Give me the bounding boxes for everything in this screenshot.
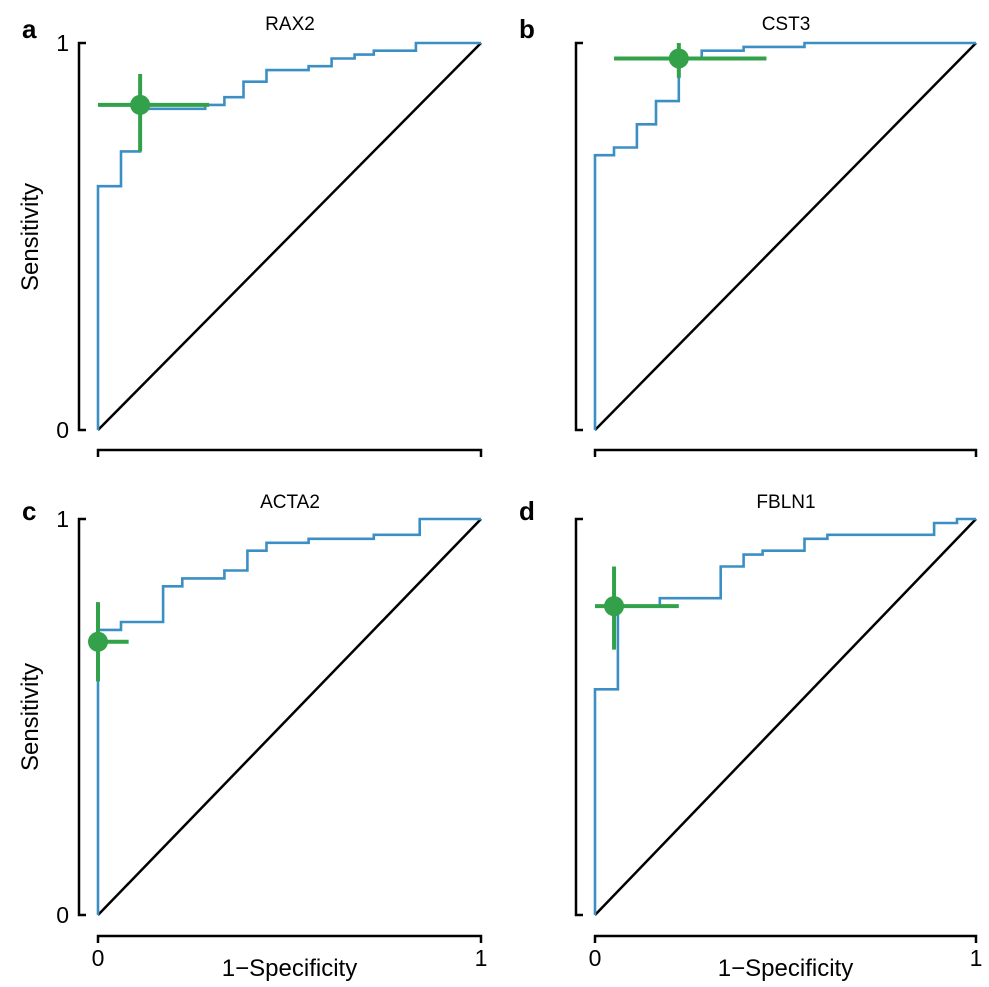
panel-a: a RAX2 0 1 Sensitivity <box>17 14 483 457</box>
panel-letter: a <box>22 14 37 44</box>
y-axis-line <box>574 41 583 432</box>
x-axis-label: 1−Specificity <box>718 955 853 982</box>
chart-title: FBLN1 <box>756 492 815 513</box>
y-axis-line <box>77 41 86 432</box>
x-axis-line <box>96 448 483 457</box>
x-tick-label: 0 <box>589 945 602 971</box>
x-axis-line <box>593 934 978 943</box>
x-tick-label: 1 <box>970 945 983 971</box>
x-axis-line <box>96 934 483 943</box>
roc-curve <box>96 517 481 915</box>
x-tick-label: 0 <box>92 945 105 971</box>
x-axis-label: 1−Specificity <box>222 955 357 982</box>
panel-c: c ACTA2 0 1 0 1 Sensitivity 1−Specificity <box>17 492 487 982</box>
chance-diagonal-line <box>97 518 482 916</box>
operating-point-marker <box>604 596 625 617</box>
chance-diagonal-line <box>594 518 977 916</box>
panel-b: b CST3 <box>519 14 978 457</box>
chance-diagonal-line <box>594 42 977 431</box>
y-tick-label: 1 <box>56 506 69 532</box>
y-axis-line <box>574 517 583 917</box>
panel-letter: c <box>22 496 36 526</box>
y-axis-label: Sensitivity <box>17 183 44 291</box>
operating-point-marker <box>130 94 151 115</box>
x-tick-label: 1 <box>475 945 488 971</box>
chart-title: RAX2 <box>265 14 315 35</box>
x-axis-line <box>593 448 978 457</box>
panel-d: d FBLN1 0 1 1−Specificity <box>519 492 982 982</box>
y-tick-label: 0 <box>56 902 69 928</box>
y-tick-label: 0 <box>56 417 69 443</box>
panel-letter: b <box>519 14 535 44</box>
y-axis-line <box>77 517 86 917</box>
panel-letter: d <box>519 496 535 526</box>
chance-diagonal-line <box>97 42 482 431</box>
roc-curve <box>593 41 976 430</box>
y-axis-label: Sensitivity <box>17 663 44 771</box>
chart-title: ACTA2 <box>260 492 320 513</box>
operating-point-marker <box>88 631 108 652</box>
roc-curve <box>96 41 481 430</box>
chart-title: CST3 <box>762 14 811 35</box>
y-tick-label: 1 <box>56 30 69 56</box>
operating-point-marker <box>668 48 689 69</box>
